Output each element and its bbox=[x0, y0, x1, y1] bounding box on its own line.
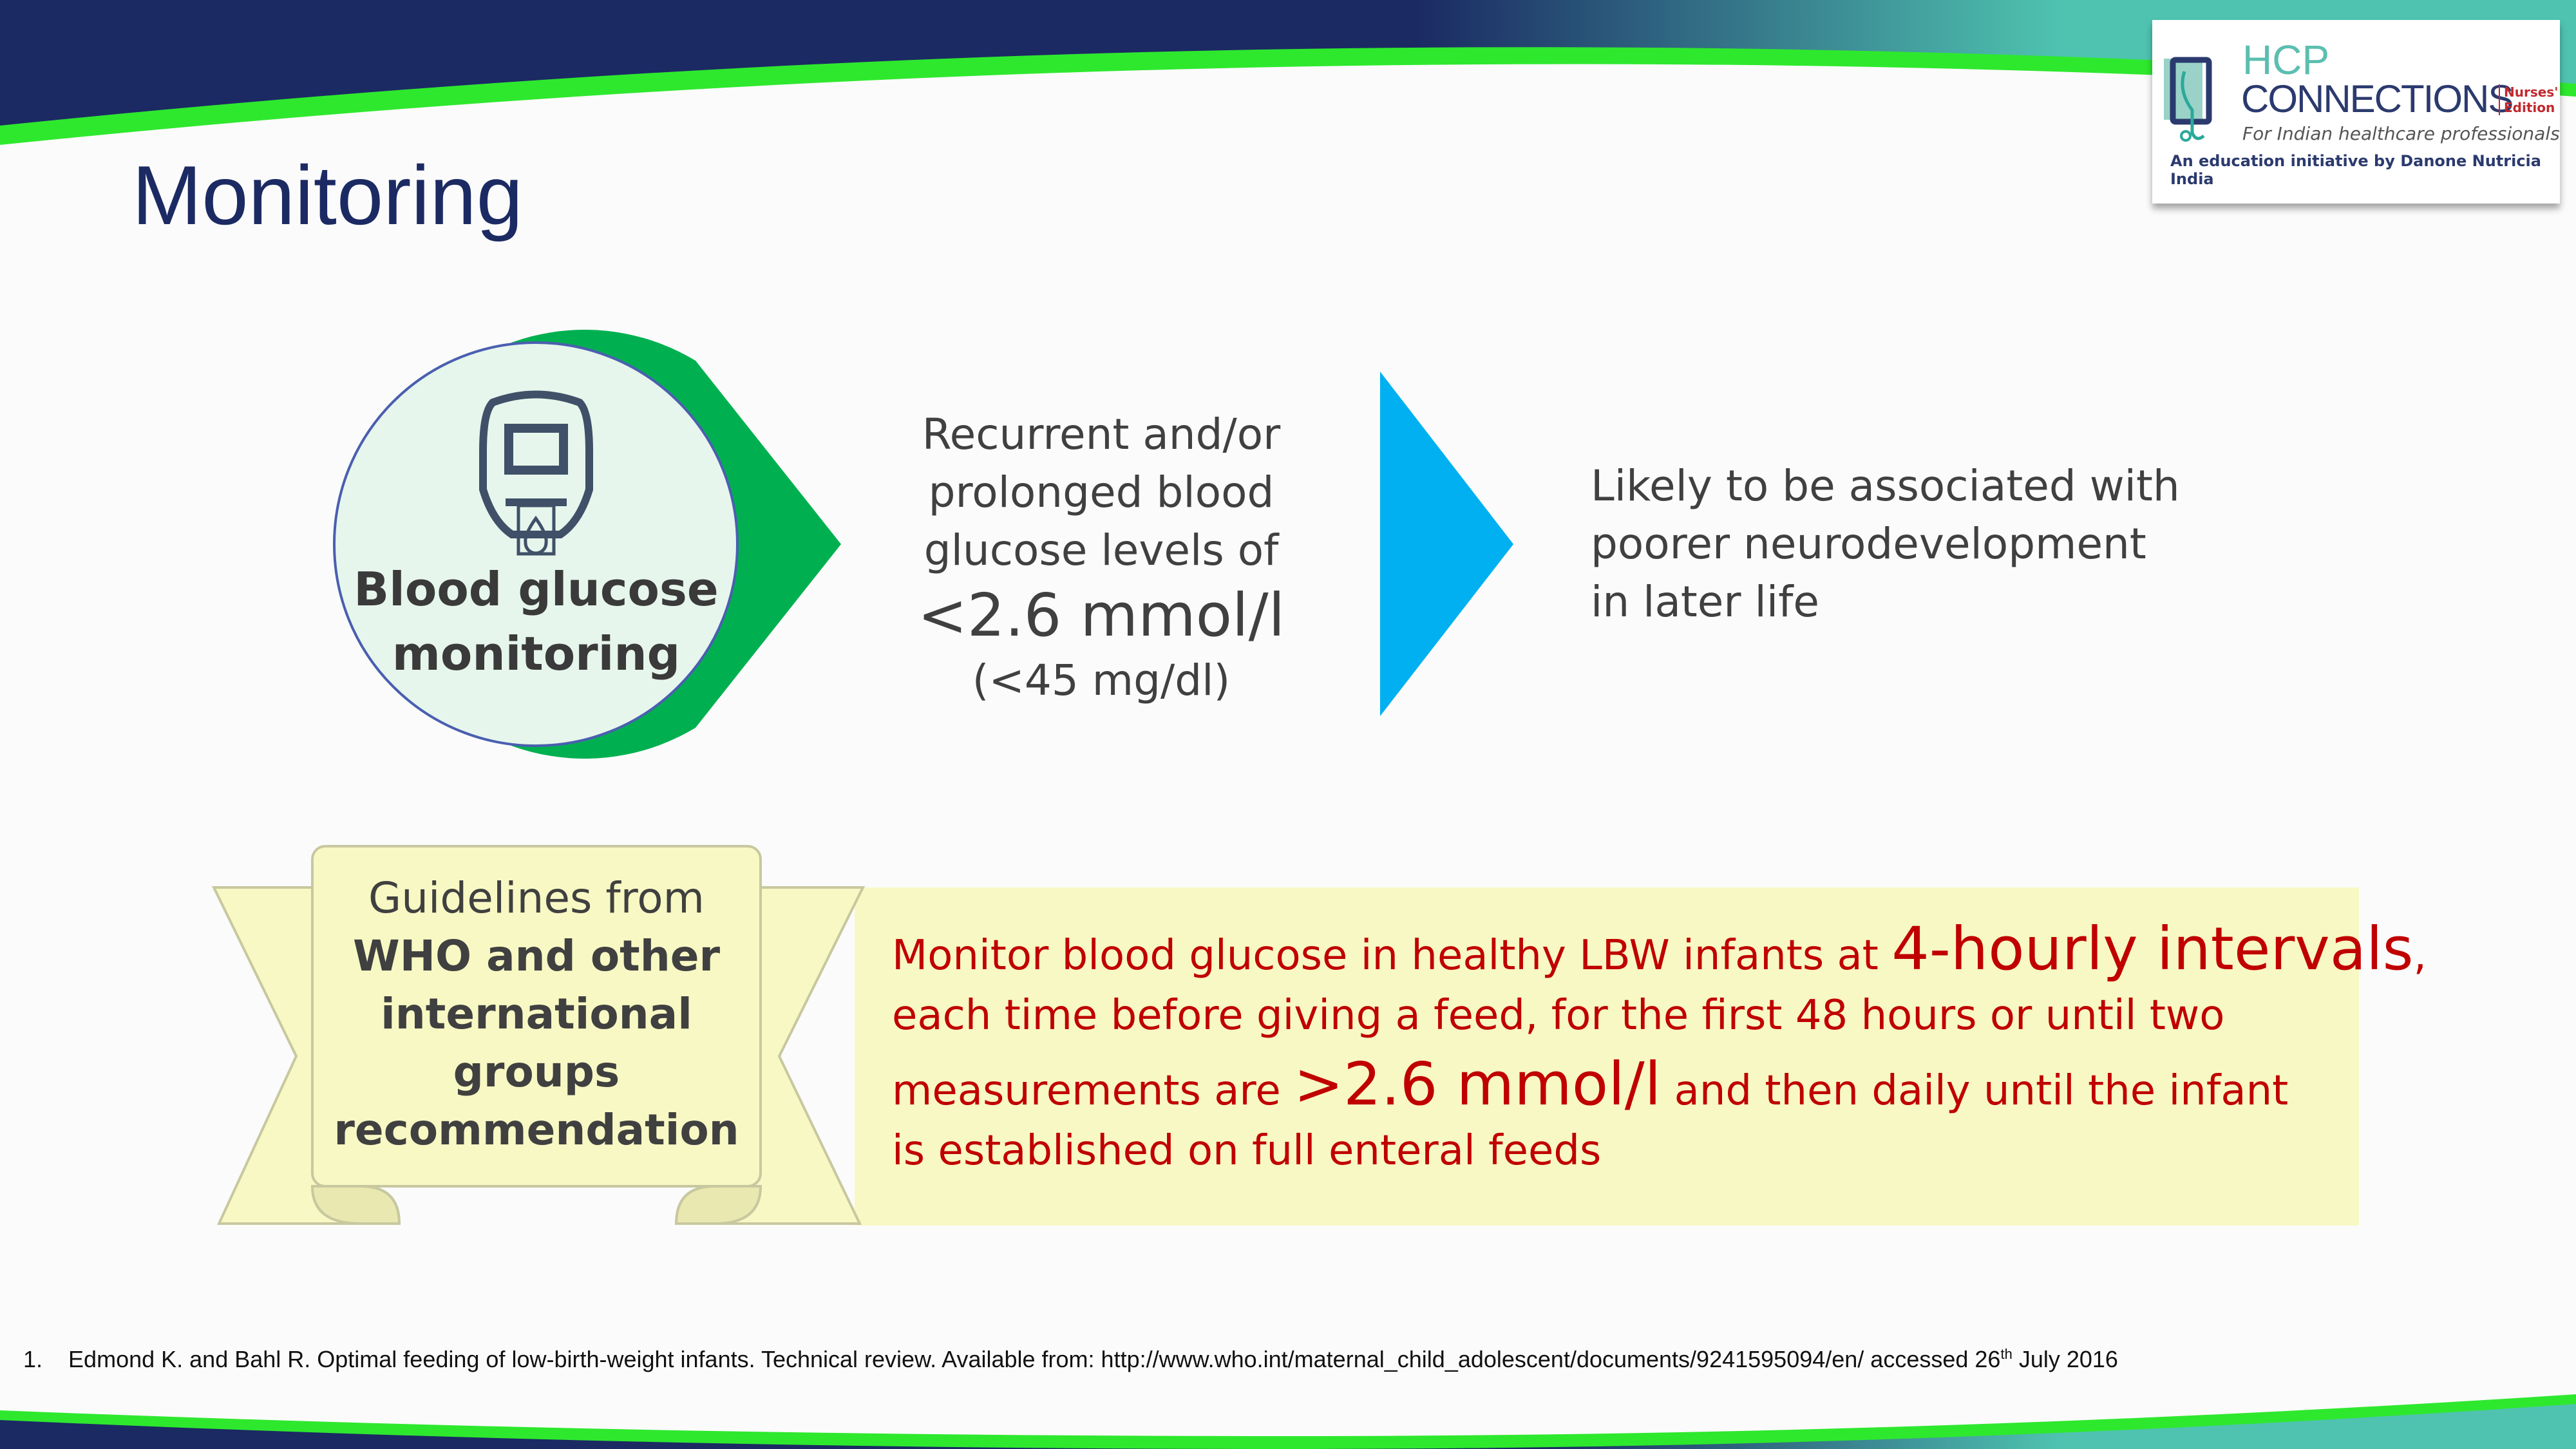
footnote: 1. Edmond K. and Bahl R. Optimal feeding… bbox=[23, 1346, 2118, 1373]
rec-text: , bbox=[2413, 932, 2427, 980]
hcp-connections-logo: HCP CONNECTIONS Nurses' Edition For Indi… bbox=[2152, 20, 2560, 204]
outcome-line: Likely to be associated with bbox=[1591, 461, 2180, 511]
rec-text: and then daily until the infant bbox=[1661, 1067, 2289, 1115]
outcome-line: in later life bbox=[1591, 577, 1820, 627]
logo-initiative: An education initiative by Danone Nutric… bbox=[2170, 152, 2541, 188]
footer-green-wave bbox=[0, 1394, 2576, 1449]
rec-text: measurements are bbox=[892, 1067, 1294, 1115]
recommendation-line-1: Monitor blood glucose in healthy LBW inf… bbox=[892, 914, 2427, 983]
threshold-value: <2.6 mmol/l bbox=[917, 581, 1285, 650]
ribbon-line: Guidelines from bbox=[368, 873, 705, 923]
circle-label: Blood glucose monitoring bbox=[335, 557, 737, 686]
page-title: Monitoring bbox=[132, 148, 523, 242]
rec-emphasis: >2.6 mmol/l bbox=[1294, 1050, 1662, 1119]
recommendation-line-3: measurements are >2.6 mmol/l and then da… bbox=[892, 1050, 2288, 1119]
ribbon-line: international bbox=[381, 989, 692, 1039]
footnote-number: 1. bbox=[23, 1346, 43, 1372]
footnote-sup: th bbox=[2000, 1346, 2012, 1362]
tablet-stethoscope-icon bbox=[2164, 57, 2212, 142]
result-arrow bbox=[1380, 372, 1513, 716]
guideline-ribbon bbox=[211, 845, 866, 1225]
threshold-line: glucose levels of bbox=[923, 526, 1279, 575]
footer-band bbox=[0, 1404, 2576, 1449]
threshold-text: Recurrent and/or prolonged blood glucose… bbox=[844, 406, 1359, 710]
outcome-text: Likely to be associated with poorer neur… bbox=[1591, 457, 2180, 631]
glucose-meter-icon bbox=[479, 390, 593, 556]
logo-edition-line: Nurses' bbox=[2504, 84, 2559, 100]
rec-emphasis: 4-hourly intervals bbox=[1891, 914, 2414, 983]
ribbon-line: recommendation bbox=[334, 1105, 739, 1155]
rec-text: Monitor blood glucose in healthy LBW inf… bbox=[892, 932, 1892, 980]
threshold-line: prolonged blood bbox=[928, 468, 1274, 517]
threshold-line: Recurrent and/or bbox=[922, 410, 1281, 459]
circle-label-line: Blood glucose bbox=[354, 562, 719, 616]
recommendation-line-2: each time before giving a feed, for the … bbox=[892, 992, 2225, 1039]
recommendation-box bbox=[855, 887, 2359, 1226]
logo-edition: Nurses' Edition bbox=[2499, 84, 2558, 115]
logo-hcp: HCP bbox=[2242, 37, 2330, 83]
outcome-line: poorer neurodevelopment bbox=[1591, 519, 2146, 569]
ribbon-line: WHO and other bbox=[352, 931, 721, 981]
ribbon-text: Guidelines from WHO and other internatio… bbox=[312, 869, 761, 1159]
circle-badge bbox=[333, 341, 739, 747]
ribbon-line: groups bbox=[453, 1047, 620, 1097]
circle-label-line: monitoring bbox=[392, 627, 681, 681]
logo-connections: CONNECTIONS bbox=[2241, 77, 2514, 120]
logo-tagline: For Indian healthcare professionals bbox=[2242, 123, 2560, 144]
header-band bbox=[0, 0, 2576, 126]
threshold-mgdl: (<45 mg/dl) bbox=[972, 656, 1231, 705]
footnote-end: July 2016 bbox=[2012, 1346, 2118, 1372]
recommendation-line-4: is established on full enteral feeds bbox=[892, 1127, 1602, 1175]
footnote-text: Edmond K. and Bahl R. Optimal feeding of… bbox=[68, 1346, 2001, 1372]
logo-edition-line: Edition bbox=[2504, 100, 2555, 115]
